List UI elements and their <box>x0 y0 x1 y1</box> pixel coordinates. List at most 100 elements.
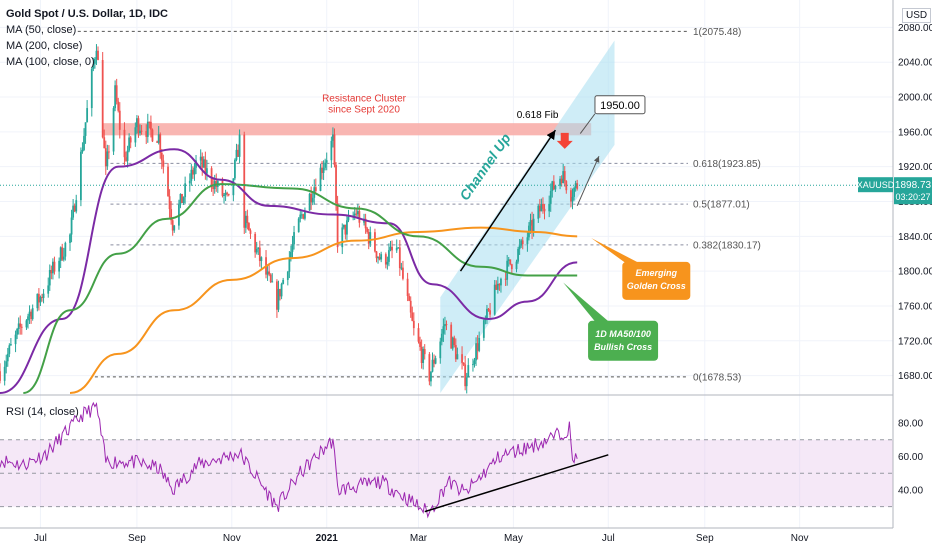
candle-body <box>58 260 61 272</box>
candle-body <box>103 137 106 149</box>
candle-body <box>246 215 249 224</box>
candle-body <box>548 203 551 212</box>
candle-body <box>235 149 238 160</box>
candle-body <box>520 240 523 246</box>
candle-body <box>408 296 411 301</box>
candle-body <box>212 184 215 190</box>
candle-body <box>456 354 459 360</box>
rsi-band <box>0 439 893 507</box>
candle-body <box>160 152 163 161</box>
candle-body <box>243 134 246 228</box>
candle-body <box>282 279 285 284</box>
candle-body <box>156 141 159 143</box>
candle-body <box>115 85 118 102</box>
candle-body <box>428 354 431 382</box>
target-box <box>594 95 646 115</box>
y-tick-label: 1760.00 <box>898 301 932 312</box>
candle-body <box>139 130 141 134</box>
rsi-tick-label: 80.00 <box>898 419 923 430</box>
legend-ma100: MA (100, close, 0) <box>6 56 95 68</box>
y-tick-label: 2000.00 <box>898 93 932 104</box>
legend: Gold Spot / U.S. Dollar, 1D, IDC MA (50,… <box>6 6 168 70</box>
candle-body <box>374 232 376 252</box>
candle-body <box>366 228 369 232</box>
candle-body <box>342 224 345 228</box>
candle-body <box>0 371 1 381</box>
candle-body <box>16 328 19 335</box>
candle-body <box>95 50 98 59</box>
y-tick-label: 1840.00 <box>898 232 932 243</box>
candle-body <box>434 358 437 364</box>
candle-body <box>364 218 367 229</box>
candle-body <box>495 284 498 290</box>
candle-body <box>440 333 443 342</box>
candle-body <box>517 249 519 262</box>
currency-button[interactable]: USD <box>902 8 932 23</box>
rsi-tick-label: 40.00 <box>898 485 923 496</box>
candle-body <box>565 181 568 191</box>
candle-body <box>117 101 120 111</box>
candle-body <box>482 320 485 338</box>
candle-body <box>314 187 317 191</box>
ma100-line <box>23 183 578 394</box>
candle-body <box>422 349 425 363</box>
candle-body <box>227 193 230 196</box>
candle-body <box>412 320 415 329</box>
candle-body <box>560 178 563 183</box>
candle-body <box>573 187 575 197</box>
candle-body <box>574 183 577 188</box>
candle-body <box>170 209 173 221</box>
candle-body <box>101 60 104 138</box>
bullish-cross-sublabel: Bullish Cross <box>594 342 652 352</box>
candle-body <box>347 216 350 221</box>
y-tick-label: 2080.00 <box>898 23 932 34</box>
candle-body <box>226 192 229 194</box>
candle-body <box>570 190 572 202</box>
candle-body <box>478 337 481 351</box>
candle-body <box>319 167 322 191</box>
candle-body <box>290 251 292 259</box>
candle-body <box>310 193 313 203</box>
price-tag <box>894 177 932 205</box>
candle-body <box>333 134 336 165</box>
candle-body <box>300 214 303 216</box>
candle-body <box>384 254 387 265</box>
y-tick-label: 1800.00 <box>898 267 932 278</box>
candle-body <box>114 85 117 109</box>
candle-body <box>136 118 138 128</box>
candle-body <box>562 171 565 183</box>
candle-body <box>509 259 512 265</box>
legend-ma200: MA (200, close) <box>6 40 83 52</box>
candle-body <box>112 108 115 152</box>
candle-body <box>473 360 476 365</box>
candle-body <box>445 324 448 326</box>
x-tick-label: 2021 <box>316 533 339 544</box>
candle-body <box>51 261 54 274</box>
candle-body <box>344 224 347 235</box>
candle-body <box>559 178 561 186</box>
resistance-zone <box>102 123 592 136</box>
candle-body <box>134 127 137 143</box>
candle-body <box>521 240 524 245</box>
candle-body <box>201 156 204 168</box>
symbol-tag <box>858 177 893 193</box>
candle-body <box>145 131 148 137</box>
candle-body <box>269 274 272 282</box>
candle-body <box>433 359 435 364</box>
candle-body <box>322 167 325 173</box>
candle-body <box>299 214 302 219</box>
candle-body <box>543 208 546 212</box>
channel-up <box>440 40 615 393</box>
candle-body <box>375 251 378 259</box>
target-pointer <box>579 113 596 134</box>
candle-body <box>28 311 31 317</box>
candle-body <box>232 178 235 196</box>
candle-body <box>500 278 502 286</box>
candle-body <box>430 371 432 382</box>
candle-body <box>431 359 434 372</box>
candle-body <box>206 168 208 174</box>
candle-body <box>356 211 359 215</box>
candle-body <box>540 203 543 212</box>
candle-body <box>451 337 454 349</box>
